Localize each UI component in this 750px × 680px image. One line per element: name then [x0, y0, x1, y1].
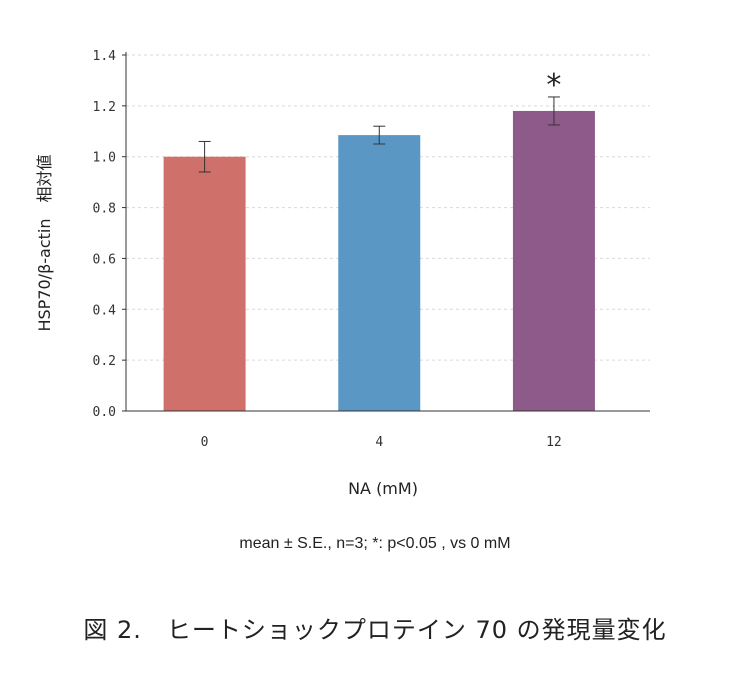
y-tick-label: 1.4: [93, 49, 117, 64]
footnote: mean ± S.E., n=3; *: p<0.05 , vs 0 mM: [239, 535, 511, 552]
x-axis-title: NA (mM): [348, 479, 418, 498]
x-tick-label: 0: [201, 435, 209, 450]
bar-chart: 0.00.20.40.60.81.01.21.4 * 0 4 12 NA (mM) …: [35, 49, 650, 498]
y-tick-label: 0.4: [93, 303, 117, 318]
y-tick-label: 0.6: [93, 252, 116, 267]
x-axis-ticks: 0 4 12: [201, 435, 562, 450]
x-tick-label: 4: [375, 435, 383, 450]
y-axis-title: HSP70/β-actin 相対値: [35, 154, 54, 331]
bars: [163, 110, 595, 411]
y-tick-label: 1.2: [93, 100, 116, 115]
figure-caption: 図 2. ヒートショックプロテイン 70 の発現量変化: [83, 616, 667, 644]
y-tick-label: 0.0: [93, 405, 116, 420]
bar-12: [512, 110, 595, 411]
significance-markers: *: [546, 68, 561, 103]
significance-star: *: [546, 68, 561, 103]
y-axis-ticks: 0.0 0.2 0.4 0.6 0.8 1.0 1.2 1.4: [93, 49, 126, 420]
x-tick-label: 12: [546, 435, 562, 450]
y-tick-label: 0.2: [93, 354, 116, 369]
error-bars: [198, 96, 560, 173]
y-tick-label: 1.0: [93, 151, 116, 166]
bar-4: [338, 135, 421, 411]
bar-0: [163, 156, 246, 411]
y-tick-label: 0.8: [93, 202, 116, 217]
